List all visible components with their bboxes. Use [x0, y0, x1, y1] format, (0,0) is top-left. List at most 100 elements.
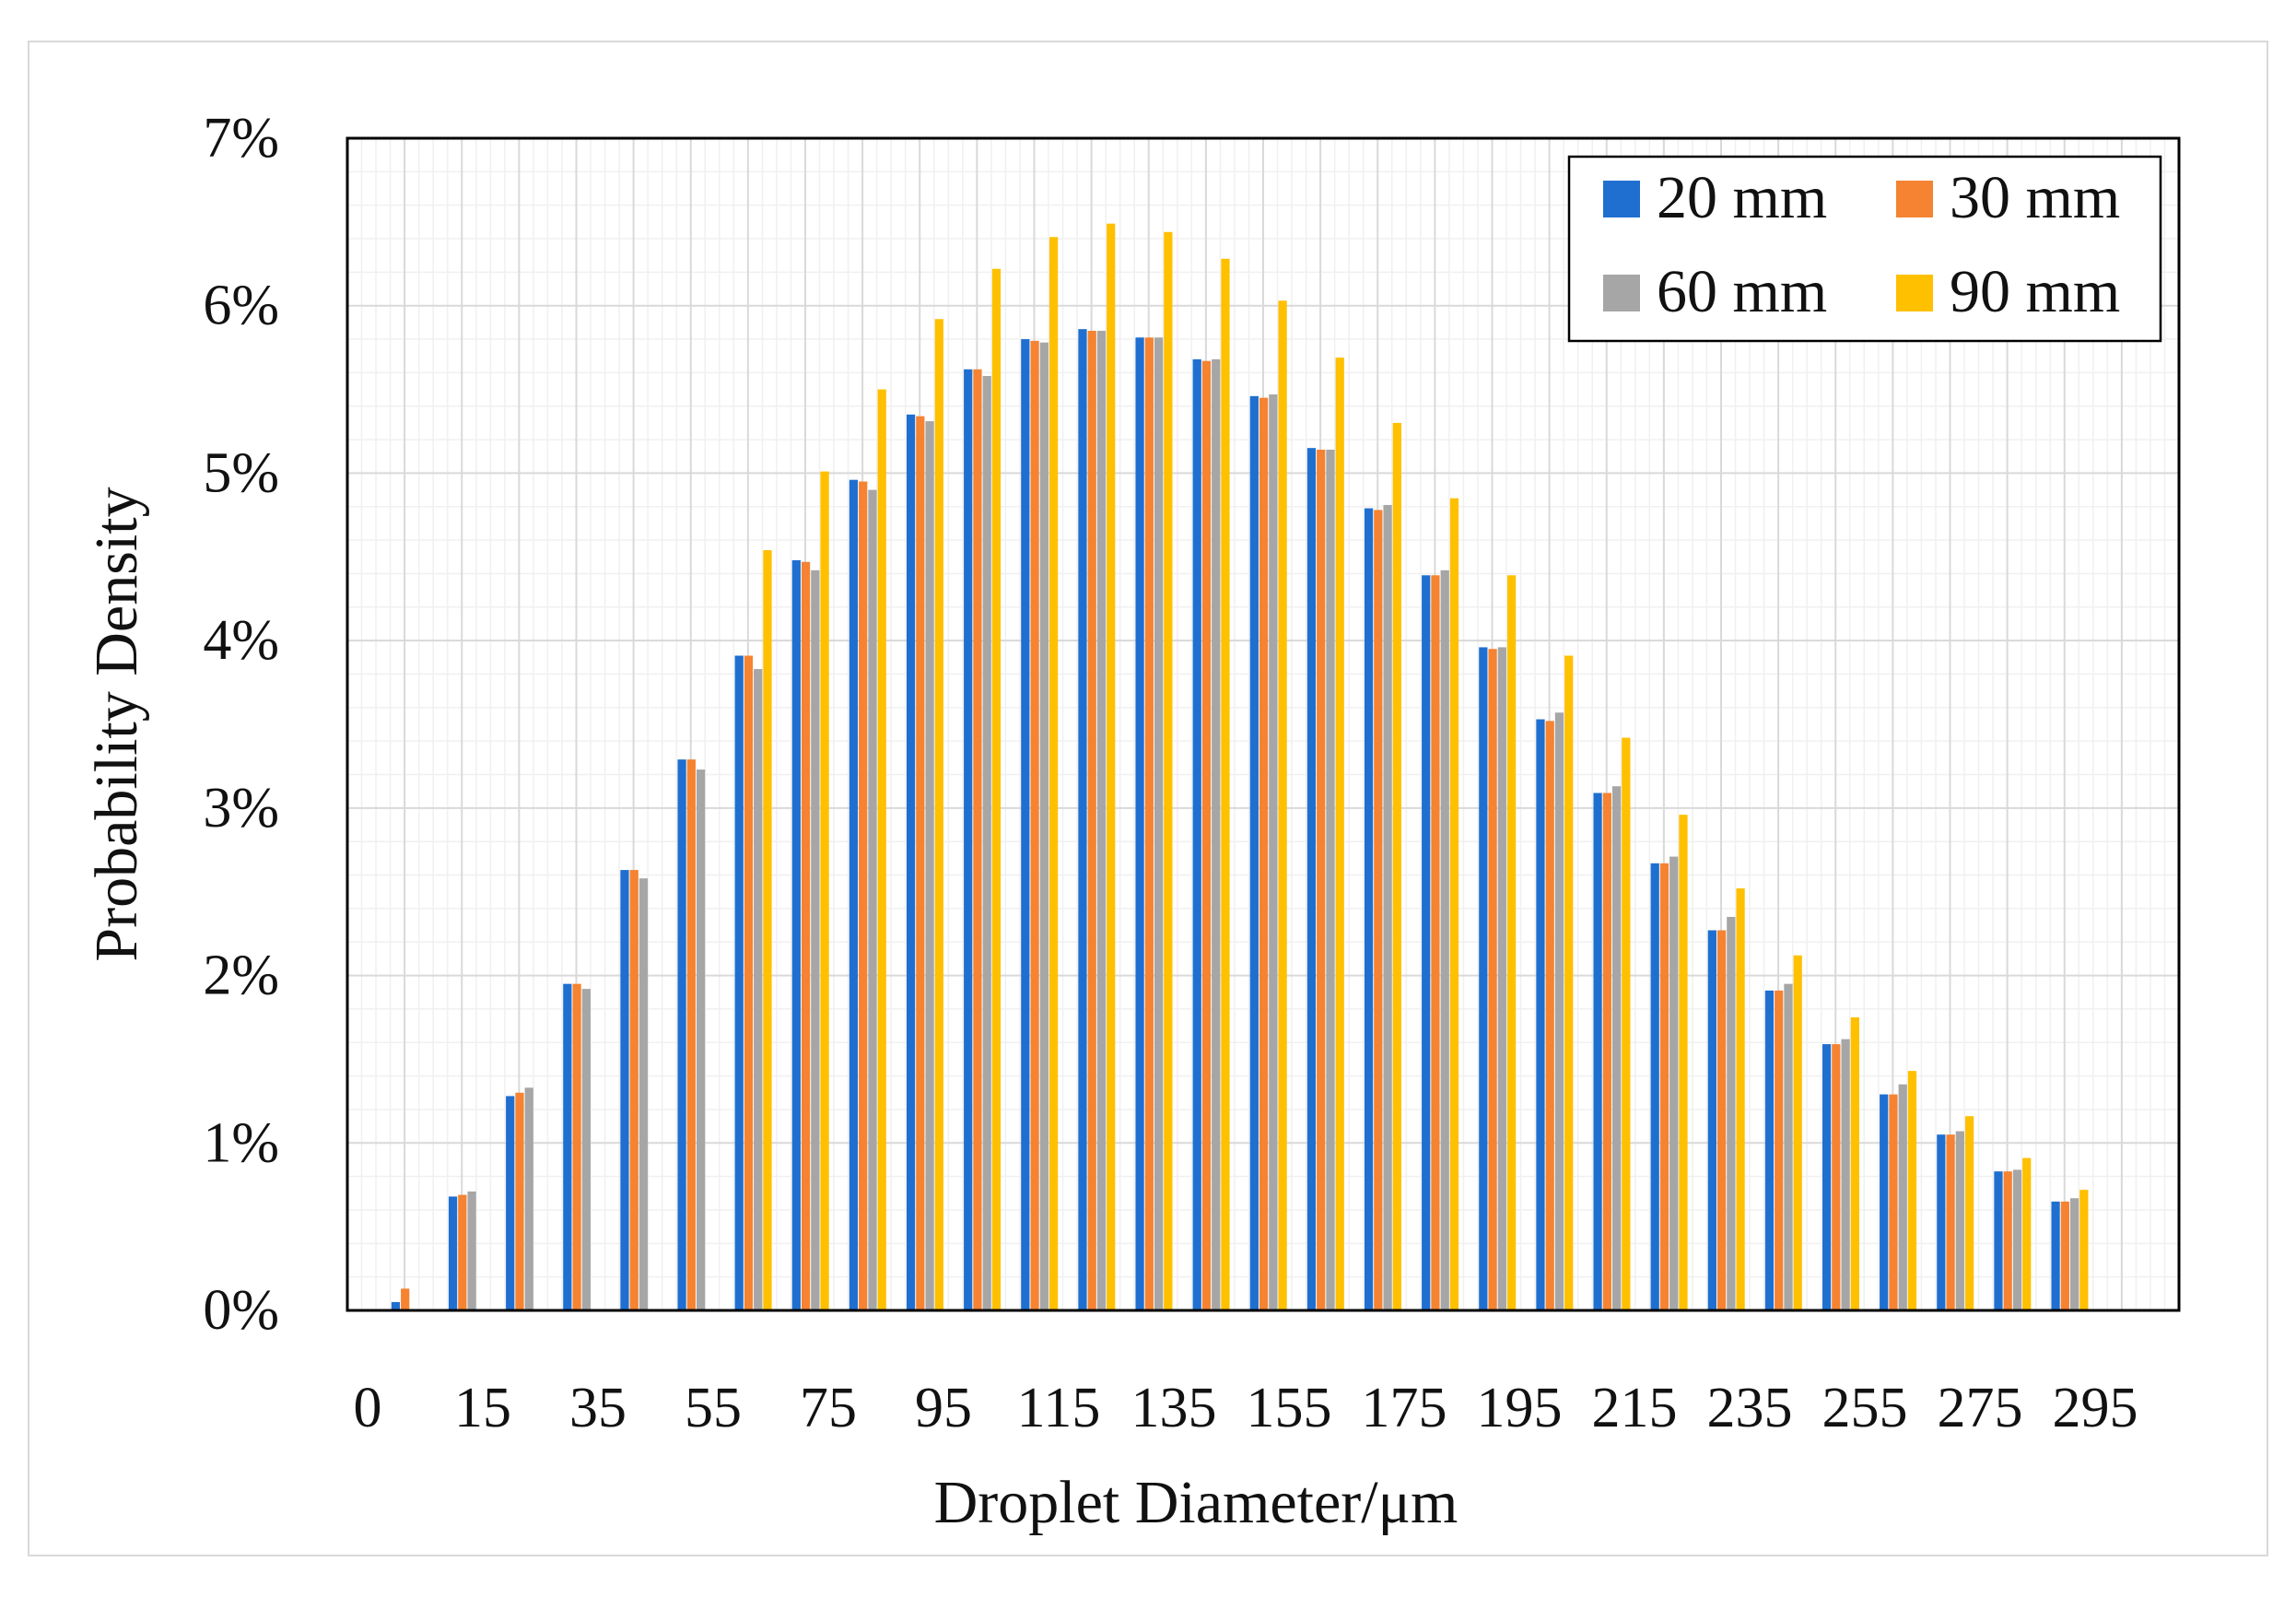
bar-90mm-26	[1907, 1071, 1917, 1310]
bar-90mm-9	[934, 319, 943, 1310]
bar-20mm-28	[1994, 1171, 2003, 1310]
bar-30mm-9	[916, 416, 925, 1310]
legend: 20 mm 30 mm 60 mm 90 mm	[1567, 155, 2162, 343]
bar-30mm-13	[1144, 337, 1154, 1310]
bar-90mm-28	[2022, 1157, 2032, 1310]
bar-20mm-9	[906, 414, 916, 1310]
bar-20mm-16	[1306, 448, 1317, 1311]
bar-30mm-12	[1087, 330, 1096, 1310]
bar-60mm-5	[696, 769, 706, 1310]
y-tick-label: 5%	[203, 441, 279, 504]
bar-60mm-19	[1497, 647, 1506, 1310]
bar-90mm-20	[1564, 655, 1574, 1310]
legend-label: 90 mm	[1950, 258, 2120, 325]
bar-30mm-16	[1317, 449, 1326, 1310]
bar-60mm-6	[754, 669, 763, 1310]
bar-30mm-2	[515, 1092, 524, 1310]
x-axis-title: Droplet Diameter/μm	[934, 1469, 1458, 1536]
bar-30mm-17	[1374, 510, 1383, 1310]
bar-20mm-1	[448, 1196, 458, 1310]
bar-90mm-8	[877, 389, 886, 1311]
bar-20mm-10	[964, 369, 973, 1310]
x-tick-label: 255	[1822, 1377, 1908, 1439]
bar-90mm-29	[2079, 1190, 2089, 1310]
bar-30mm-23	[1716, 930, 1727, 1310]
x-tick-label: 195	[1477, 1377, 1563, 1439]
legend-swatch	[1603, 275, 1640, 311]
bar-60mm-21	[1611, 786, 1622, 1310]
bar-60mm-1	[467, 1191, 476, 1310]
bar-60mm-23	[1727, 916, 1736, 1310]
bar-20mm-20	[1536, 719, 1545, 1310]
bar-30mm-3	[572, 983, 581, 1310]
bar-20mm-13	[1135, 337, 1144, 1310]
bar-20mm-22	[1650, 863, 1659, 1310]
bar-30mm-26	[1889, 1094, 1898, 1310]
x-tick-label: 215	[1592, 1377, 1678, 1439]
bar-60mm-12	[1096, 330, 1107, 1310]
x-tick-label: 175	[1362, 1377, 1447, 1439]
bar-90mm-27	[1964, 1116, 1974, 1310]
bar-30mm-14	[1201, 360, 1212, 1311]
bar-90mm-14	[1221, 258, 1230, 1311]
bar-30mm-20	[1545, 721, 1554, 1310]
y-tick-label: 3%	[203, 777, 279, 840]
bar-60mm-18	[1440, 570, 1449, 1310]
bar-60mm-20	[1554, 712, 1564, 1310]
x-tick-label: 95	[915, 1377, 972, 1439]
bar-30mm-25	[1832, 1044, 1841, 1310]
bar-20mm-2	[506, 1096, 515, 1310]
bar-20mm-4	[620, 870, 629, 1310]
bar-90mm-22	[1679, 815, 1688, 1310]
legend-label: 60 mm	[1657, 258, 1827, 325]
x-tick-label: 15	[454, 1377, 511, 1439]
bar-30mm-15	[1259, 397, 1269, 1311]
legend-swatch	[1896, 275, 1933, 311]
x-tick-label: 115	[1017, 1377, 1101, 1439]
bar-90mm-16	[1335, 358, 1344, 1311]
bar-60mm-16	[1326, 449, 1335, 1310]
bar-30mm-27	[1946, 1134, 1955, 1310]
bar-20mm-7	[791, 559, 801, 1310]
bar-30mm-5	[686, 759, 696, 1310]
bar-20mm-26	[1880, 1094, 1889, 1310]
bar-90mm-6	[763, 550, 772, 1310]
plot-area-border	[346, 136, 2181, 1312]
x-tick-label: 295	[2053, 1377, 2138, 1439]
y-tick-labels: 0% 1% 2% 3% 4% 5% 6% 7%	[203, 107, 279, 1342]
legend-swatch	[1603, 181, 1640, 217]
x-tick-label: 235	[1707, 1377, 1793, 1439]
bar-60mm-15	[1269, 394, 1278, 1311]
bar-60mm-9	[925, 421, 934, 1310]
bar-20mm-21	[1593, 793, 1602, 1310]
y-tick-label: 1%	[203, 1111, 279, 1174]
x-tick-label: 155	[1247, 1377, 1332, 1439]
x-tick-label: 55	[685, 1377, 742, 1439]
bar-20mm-14	[1192, 358, 1201, 1311]
bar-20mm-29	[2051, 1201, 2060, 1310]
bar-90mm-25	[1850, 1017, 1859, 1310]
bar-30mm-19	[1488, 649, 1497, 1310]
y-tick-label: 2%	[203, 945, 279, 1007]
bar-90mm-21	[1622, 737, 1631, 1310]
legend-label: 30 mm	[1950, 164, 2120, 231]
bar-30mm-1	[458, 1194, 467, 1310]
bar-60mm-27	[1955, 1131, 1964, 1310]
bar-90mm-24	[1793, 955, 1802, 1310]
bar-20mm-17	[1364, 508, 1374, 1310]
bar-20mm-5	[677, 759, 686, 1310]
bar-60mm-3	[581, 989, 591, 1310]
bar-20mm-3	[563, 983, 572, 1310]
bar-20mm-11	[1021, 339, 1030, 1310]
bar-60mm-25	[1841, 1039, 1850, 1310]
x-tick-label: 135	[1131, 1377, 1217, 1439]
bar-60mm-28	[2012, 1169, 2022, 1310]
bar-90mm-13	[1164, 231, 1173, 1310]
y-tick-label: 4%	[203, 609, 279, 672]
bar-30mm-24	[1775, 990, 1784, 1310]
x-tick-label: 75	[800, 1377, 857, 1439]
bar-30mm-11	[1030, 340, 1039, 1311]
bar-60mm-29	[2069, 1198, 2079, 1310]
bar-90mm-23	[1736, 888, 1745, 1310]
bar-60mm-22	[1669, 856, 1679, 1310]
